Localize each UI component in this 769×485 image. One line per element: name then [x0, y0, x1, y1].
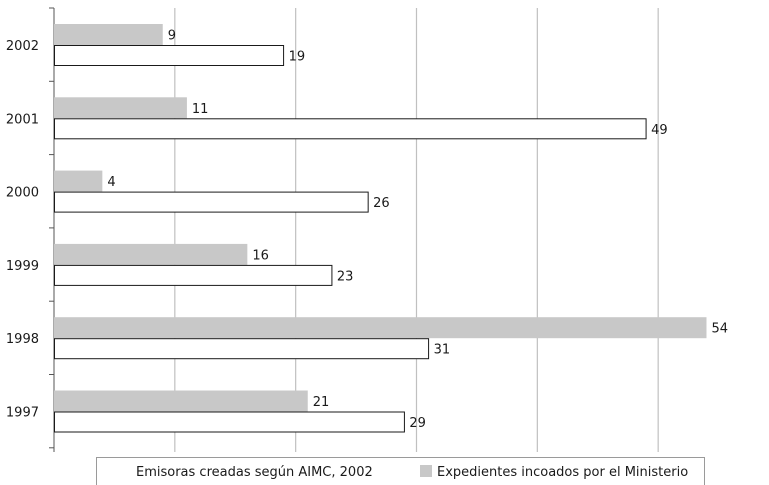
category-label-2001: 2001: [6, 112, 39, 127]
gridlines: [174, 8, 659, 452]
bar-expedientes-1999: [54, 243, 248, 265]
category-label-2000: 2000: [6, 186, 39, 201]
legend-swatch-expedientes: [420, 465, 432, 477]
legend-label-expedientes: Expedientes incoados por el Ministerio: [437, 465, 688, 480]
bar-expedientes-2001: [54, 97, 187, 119]
data-labels: 9 19 11 49 4 26 16 23 54 31 21 29: [107, 29, 728, 432]
legend-box: [96, 457, 705, 485]
data-label-emisoras-2002: 19: [289, 50, 306, 65]
y-axis: [49, 7, 55, 452]
category-label-1999: 1999: [6, 259, 39, 274]
category-labels: 2002 2001 2000 1999 1998 1997: [6, 39, 39, 421]
data-label-expedientes-1999: 16: [252, 248, 269, 263]
data-label-expedientes-1998: 54: [712, 322, 729, 337]
data-label-emisoras-1999: 23: [337, 269, 354, 284]
bar-emisoras-2001: [54, 118, 647, 140]
data-label-emisoras-1998: 31: [434, 343, 451, 358]
bar-expedientes-1997: [54, 390, 308, 412]
data-label-emisoras-1997: 29: [409, 416, 426, 431]
bars: [54, 24, 707, 433]
data-label-expedientes-1997: 21: [313, 395, 330, 410]
data-label-expedientes-2000: 4: [107, 175, 115, 190]
bar-expedientes-2000: [54, 170, 103, 192]
category-label-2002: 2002: [6, 39, 39, 54]
data-label-emisoras-2000: 26: [373, 196, 390, 211]
data-label-expedientes-2002: 9: [168, 29, 176, 44]
bar-expedientes-2002: [54, 24, 163, 45]
bar-emisoras-1998: [54, 338, 430, 360]
data-label-expedientes-2001: 11: [192, 102, 209, 117]
legend: Emisoras creadas según AIMC, 2002 Expedie…: [96, 457, 705, 485]
legend-label-emisoras: Emisoras creadas según AIMC, 2002: [136, 465, 373, 480]
category-label-1998: 1998: [6, 332, 39, 347]
bar-emisoras-2002: [54, 45, 285, 66]
bar-emisoras-1999: [54, 264, 333, 286]
bar-expedientes-1998: [54, 317, 707, 339]
category-label-1997: 1997: [6, 406, 39, 421]
bar-emisoras-2000: [54, 191, 369, 213]
data-label-emisoras-2001: 49: [651, 123, 668, 138]
bar-emisoras-1997: [54, 411, 405, 433]
